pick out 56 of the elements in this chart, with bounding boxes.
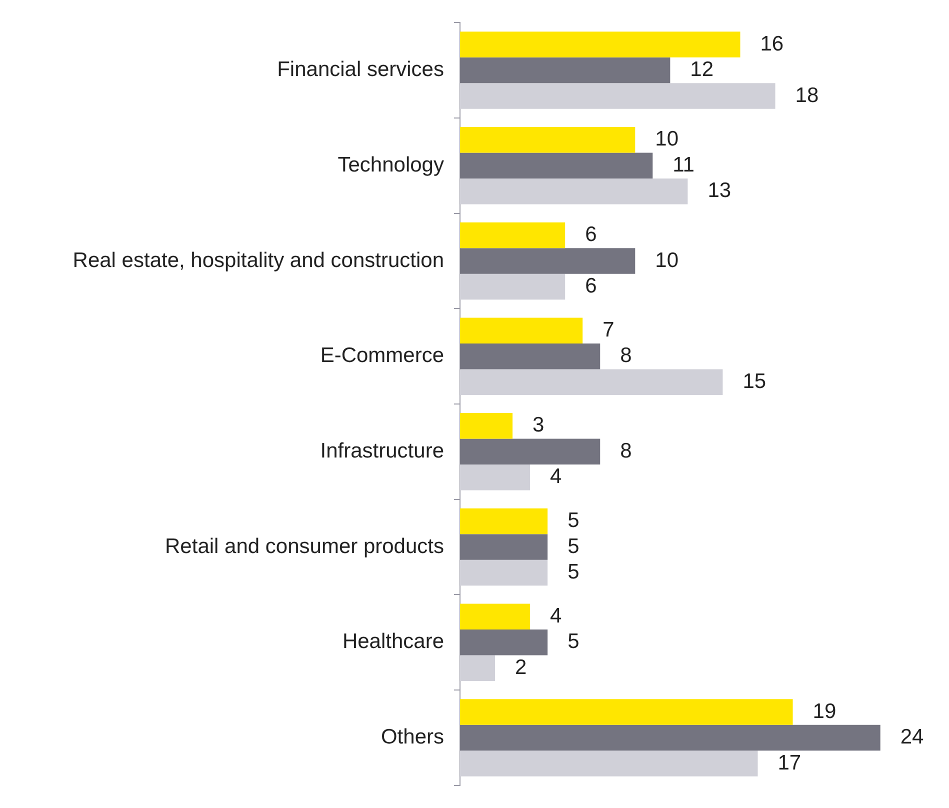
bar [460, 630, 548, 656]
data-label: 16 [760, 32, 784, 56]
data-label: 4 [550, 604, 562, 628]
bar [460, 508, 548, 534]
data-label: 12 [690, 58, 714, 82]
bar [460, 274, 566, 300]
data-label: 7 [602, 318, 614, 342]
bar [460, 560, 548, 586]
bar [460, 438, 600, 465]
y-tick-label: Others [380, 726, 444, 749]
bar [460, 369, 723, 395]
bar [460, 343, 600, 370]
bar [460, 413, 513, 439]
data-label: 15 [742, 370, 766, 393]
data-label: 5 [568, 534, 580, 558]
bar [460, 534, 548, 560]
bar [460, 750, 758, 776]
data-label: 2 [515, 656, 527, 679]
bar [460, 222, 566, 248]
bar [460, 32, 740, 58]
data-label: 6 [585, 274, 597, 298]
data-label: 8 [620, 344, 632, 368]
data-label: 6 [585, 223, 597, 246]
bar [460, 699, 793, 725]
bar [460, 318, 583, 344]
bar [460, 464, 530, 490]
data-label: 13 [708, 179, 732, 202]
data-label: 10 [655, 128, 679, 151]
y-tick-label: Real estate, hospitality and construction [72, 248, 444, 272]
y-tick-label: Financial services [277, 58, 444, 82]
data-label: 10 [655, 248, 679, 272]
y-tick-label: Technology [338, 153, 444, 176]
data-label: 24 [900, 726, 924, 749]
y-tick-label: Healthcare [342, 630, 444, 654]
data-label: 11 [672, 153, 694, 176]
data-label: 4 [550, 465, 562, 488]
y-tick-label: Retail and consumer products [165, 534, 444, 558]
bar [460, 178, 688, 204]
bar [460, 724, 880, 751]
data-label: 8 [620, 439, 632, 462]
data-label: 5 [568, 560, 580, 584]
bar [460, 57, 670, 84]
bar [460, 604, 530, 630]
bar [460, 152, 653, 178]
data-label: 18 [795, 84, 819, 107]
bar [460, 83, 776, 109]
data-label: 3 [532, 414, 544, 437]
y-tick-label: E-Commerce [320, 344, 444, 368]
bar [460, 248, 636, 274]
data-label: 5 [568, 509, 580, 532]
bar [460, 655, 496, 681]
data-label: 19 [812, 700, 836, 723]
data-label: 17 [778, 751, 802, 774]
bar [460, 127, 636, 153]
y-tick-label: Infrastructure [320, 439, 444, 462]
data-label: 5 [568, 630, 580, 654]
